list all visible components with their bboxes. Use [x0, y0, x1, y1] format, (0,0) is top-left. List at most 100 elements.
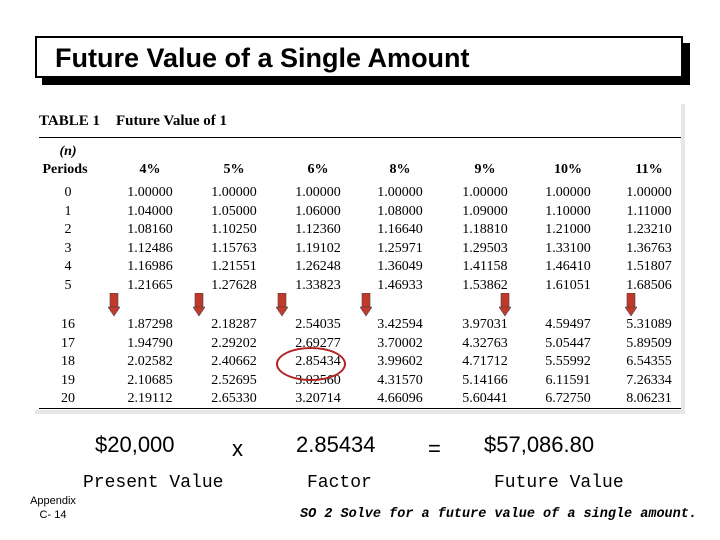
period-cell: 18 — [61, 354, 75, 369]
future-value-table: TABLE 1 Future Value of 1 (n) Periods 4% 5% 6… — [35, 104, 685, 414]
value-cell: 1.08160 — [127, 222, 173, 237]
value-cell: 5.89509 — [626, 335, 672, 351]
value-cell: 1.09000 — [462, 203, 508, 219]
value-cell: 1.41158 — [462, 259, 508, 274]
value-cell: 1.27628 — [211, 277, 257, 293]
value-cell: 1.21665 — [127, 277, 173, 293]
value-cell: 1.05000 — [211, 203, 257, 219]
value-cell: 1.33100 — [545, 240, 591, 256]
period-cell: 4 — [64, 259, 72, 274]
rate-header: 10% — [554, 162, 582, 177]
value-cell: 1.04000 — [127, 203, 173, 219]
value-cell: 2.18287 — [211, 317, 257, 332]
value-cell: 1.94790 — [127, 335, 173, 351]
value-cell: 2.52695 — [211, 372, 257, 388]
present-value-label: Present Value — [83, 473, 224, 493]
value-cell: 1.87298 — [127, 317, 173, 332]
factor-label: Factor — [307, 473, 372, 493]
value-cell: 4.66096 — [377, 391, 423, 406]
value-cell: 2.02582 — [127, 354, 173, 369]
period-cell: 5 — [64, 277, 72, 293]
value-cell: 6.72750 — [545, 391, 591, 406]
value-cell: 1.16640 — [377, 222, 423, 237]
value-cell: 5.55992 — [545, 354, 591, 369]
study-objective: SO 2 Solve for a future value of a singl… — [300, 507, 697, 522]
value-cell: 1.00000 — [211, 185, 257, 200]
value-cell: 1.33823 — [295, 277, 341, 293]
value-cell: 4.31570 — [377, 372, 423, 388]
period-cell: 1 — [64, 203, 72, 219]
value-cell: 1.46933 — [377, 277, 423, 293]
value-cell: 1.11000 — [626, 203, 672, 219]
value-cell: 3.70002 — [377, 335, 423, 351]
table-top-rule — [39, 137, 681, 138]
period-cell: 20 — [61, 391, 75, 406]
value-cell: 1.26248 — [295, 259, 341, 274]
appendix-line-1: Appendix — [30, 495, 76, 507]
table-heading: TABLE 1 Future Value of 1 — [39, 113, 227, 130]
value-cell: 1.10000 — [545, 203, 591, 219]
value-cell: 1.68506 — [626, 277, 672, 293]
value-cell: 1.12360 — [295, 222, 341, 237]
value-cell: 1.53862 — [462, 277, 508, 293]
value-cell: 1.00000 — [626, 185, 672, 200]
value-cell: 1.36763 — [626, 240, 672, 256]
value-cell: 1.61051 — [545, 277, 591, 293]
value-cell: 1.12486 — [127, 240, 173, 256]
value-cell: 2.29202 — [211, 335, 257, 351]
period-cell: 2 — [64, 222, 72, 237]
value-cell: 1.06000 — [295, 203, 341, 219]
value-cell: 1.25971 — [377, 240, 423, 256]
value-cell: 4.59497 — [545, 317, 591, 332]
periods-header: Periods — [42, 162, 88, 177]
value-cell: 3.20714 — [295, 391, 341, 406]
period-cell: 0 — [64, 185, 72, 200]
table-bottom-rule — [39, 408, 681, 409]
slide-title: Future Value of a Single Amount — [55, 43, 470, 73]
value-cell: 1.19102 — [295, 240, 341, 256]
down-arrow-icon — [625, 293, 637, 317]
factor-highlight-ring — [276, 347, 346, 381]
rate-header: 11% — [635, 162, 663, 177]
value-cell: 1.51807 — [626, 259, 672, 274]
value-cell: 1.00000 — [462, 185, 508, 200]
value-cell: 1.36049 — [377, 259, 423, 274]
future-value-amount: $57,086.80 — [484, 432, 595, 457]
table-label: TABLE 1 — [39, 113, 100, 129]
value-cell: 2.40662 — [211, 354, 257, 369]
rate-header: 9% — [474, 162, 496, 177]
value-cell: 6.54355 — [626, 354, 672, 369]
rate-header: 6% — [307, 162, 329, 177]
period-cell: 19 — [61, 372, 75, 388]
value-cell: 2.10685 — [127, 372, 173, 388]
value-cell: 3.97031 — [462, 317, 508, 332]
value-cell: 5.14166 — [462, 372, 508, 388]
value-cell: 1.21551 — [211, 259, 257, 274]
rate-header: 4% — [139, 162, 161, 177]
value-cell: 2.65330 — [211, 391, 257, 406]
down-arrow-icon — [276, 293, 288, 317]
value-cell: 3.99602 — [377, 354, 423, 369]
value-cell: 3.42594 — [377, 317, 423, 332]
value-cell: 7.26334 — [626, 372, 672, 388]
period-cell: 3 — [64, 240, 72, 256]
period-cell: 16 — [61, 317, 75, 332]
present-value-amount: $20,000 — [95, 432, 175, 457]
multiply-sign: x — [232, 436, 243, 461]
value-cell: 1.00000 — [127, 185, 173, 200]
value-cell: 4.32763 — [462, 335, 508, 351]
value-cell: 1.00000 — [295, 185, 341, 200]
value-cell: 6.11591 — [545, 372, 591, 388]
equals-sign: = — [428, 436, 441, 461]
down-arrow-icon — [360, 293, 372, 317]
down-arrow-icon — [193, 293, 205, 317]
value-cell: 5.60441 — [462, 391, 508, 406]
period-cell: 17 — [61, 335, 75, 351]
value-cell: 4.71712 — [462, 354, 508, 369]
appendix-reference: Appendix C- 14 — [22, 494, 84, 522]
value-cell: 2.54035 — [295, 317, 341, 332]
value-cell: 5.31089 — [626, 317, 672, 332]
down-arrow-icon — [108, 293, 120, 317]
factor-value: 2.85434 — [296, 432, 376, 457]
value-cell: 1.29503 — [462, 240, 508, 256]
